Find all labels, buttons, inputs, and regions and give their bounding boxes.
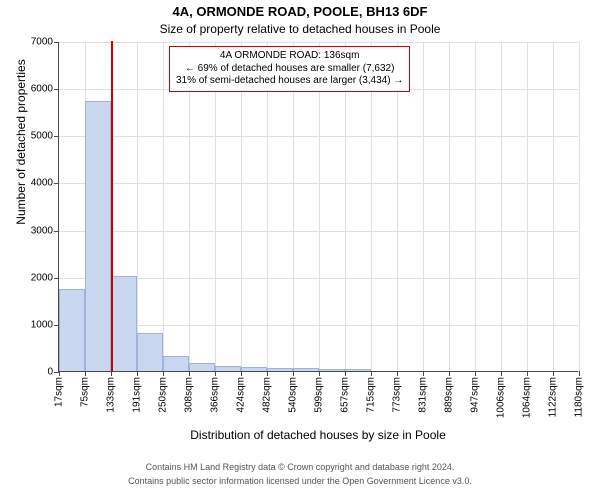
annotation-box: 4A ORMONDE ROAD: 136sqm← 69% of detached… [169,46,410,92]
y-tick-label: 6000 [31,84,59,95]
footer-line-1: Contains HM Land Registry data © Crown c… [0,462,600,472]
x-tick-mark [59,371,60,376]
x-tick-label: 17sqm [54,377,65,411]
histogram-bar [215,366,241,371]
x-tick-label: 424sqm [236,377,247,417]
grid-vline [423,42,424,371]
histogram-bar [241,367,267,371]
y-tick-label: 2000 [31,272,59,283]
y-tick-label: 0 [47,367,59,378]
grid-hline [59,42,578,43]
x-tick-label: 831sqm [418,377,429,417]
x-tick-mark [137,371,138,376]
x-tick-mark [553,371,554,376]
y-tick-label: 1000 [31,319,59,330]
x-tick-mark [241,371,242,376]
x-tick-mark [319,371,320,376]
histogram-bar [137,333,163,371]
grid-vline [449,42,450,371]
x-tick-label: 482sqm [262,377,273,417]
grid-vline [579,42,580,371]
x-tick-mark [345,371,346,376]
grid-hline [59,231,578,232]
x-tick-label: 250sqm [158,377,169,417]
x-tick-label: 133sqm [106,377,117,417]
grid-vline [475,42,476,371]
x-tick-label: 1064sqm [522,377,533,422]
x-tick-label: 773sqm [392,377,403,417]
grid-hline [59,183,578,184]
footer-line-2: Contains public sector information licen… [0,476,600,486]
x-tick-mark [501,371,502,376]
x-tick-mark [527,371,528,376]
chart-title-main: 4A, ORMONDE ROAD, POOLE, BH13 6DF [0,4,600,19]
y-tick-label: 4000 [31,178,59,189]
chart-title-sub: Size of property relative to detached ho… [0,22,600,36]
x-tick-label: 1122sqm [548,377,559,421]
histogram-bar [319,369,345,371]
grid-hline [59,136,578,137]
x-tick-mark [267,371,268,376]
x-tick-mark [111,371,112,376]
histogram-bar [293,368,319,371]
y-tick-label: 3000 [31,225,59,236]
annotation-line: 31% of semi-detached houses are larger (… [176,75,403,88]
x-tick-mark [449,371,450,376]
property-marker-line [111,41,113,371]
x-tick-mark [397,371,398,376]
x-tick-mark [163,371,164,376]
x-tick-label: 75sqm [80,377,91,411]
grid-vline [137,42,138,371]
histogram-bar [345,369,371,371]
grid-vline [527,42,528,371]
x-tick-label: 308sqm [184,377,195,417]
grid-vline [163,42,164,371]
x-tick-mark [215,371,216,376]
x-tick-label: 1006sqm [496,377,507,422]
x-tick-label: 715sqm [366,377,377,417]
x-tick-mark [85,371,86,376]
y-tick-label: 7000 [31,37,59,48]
chart-plot-area: 17sqm75sqm133sqm191sqm250sqm308sqm366sqm… [58,42,578,372]
histogram-bar [59,289,85,372]
annotation-line: ← 69% of detached houses are smaller (7,… [176,63,403,76]
x-tick-label: 889sqm [444,377,455,417]
x-tick-label: 599sqm [314,377,325,417]
grid-vline [501,42,502,371]
histogram-bar [163,356,189,371]
x-tick-label: 947sqm [470,377,481,417]
y-axis-label: Number of detached properties [14,0,28,307]
x-tick-label: 191sqm [132,377,143,417]
x-tick-mark [293,371,294,376]
annotation-line: 4A ORMONDE ROAD: 136sqm [176,50,403,63]
x-tick-label: 657sqm [340,377,351,417]
histogram-bar [85,101,111,371]
x-tick-label: 366sqm [210,377,221,417]
histogram-bar [267,368,293,371]
grid-vline [553,42,554,371]
y-tick-label: 5000 [31,131,59,142]
histogram-bar [189,363,215,371]
x-tick-label: 1180sqm [574,377,585,421]
x-tick-mark [371,371,372,376]
x-tick-mark [189,371,190,376]
x-tick-mark [423,371,424,376]
x-tick-mark [579,371,580,376]
histogram-bar [111,276,137,371]
x-tick-mark [475,371,476,376]
x-tick-label: 540sqm [288,377,299,417]
x-axis-label: Distribution of detached houses by size … [58,428,578,442]
